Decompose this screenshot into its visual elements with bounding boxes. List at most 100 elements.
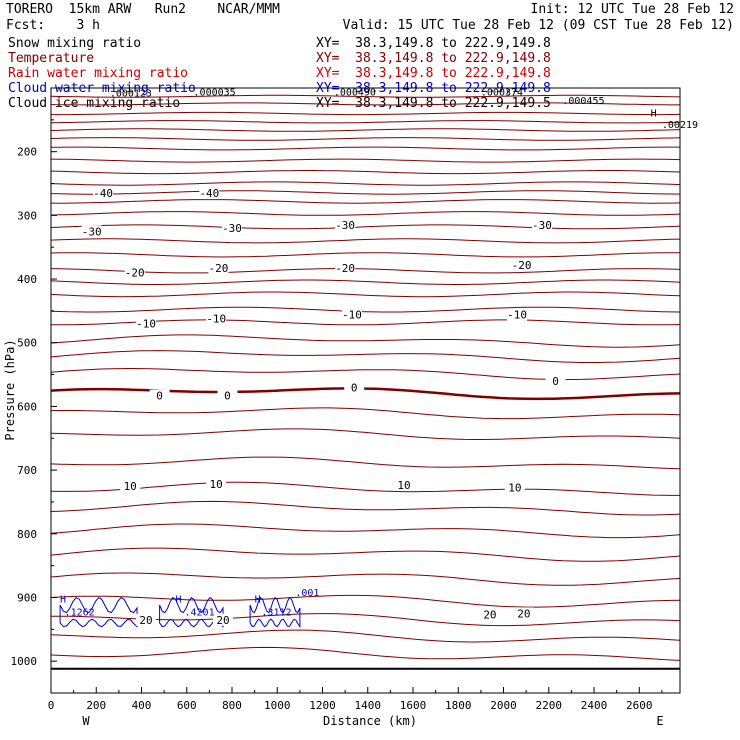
legend-label-rain: Rain water mixing ratio — [8, 66, 189, 81]
temperature-label: 0 — [156, 390, 163, 403]
isotherm — [50, 334, 681, 348]
isotherm — [50, 456, 681, 470]
legend-xy-temperature: XY= 38.3,149.8 to 222.9,149.8 — [316, 51, 551, 66]
label-mask — [212, 613, 233, 626]
cloud-water-contour — [249, 596, 301, 629]
label-mask — [504, 481, 525, 494]
label-mask — [222, 222, 243, 235]
isotherm — [50, 146, 680, 151]
temperature-label: -30 — [335, 219, 355, 232]
x-tick-label: 1400 — [355, 699, 382, 712]
isotherm-freezing — [50, 387, 681, 401]
x-axis-label: Distance (km) — [323, 714, 417, 728]
x-tick-label: 200 — [86, 699, 106, 712]
legend-xy-snow: XY= 38.3,149.8 to 222.9,149.8 — [316, 36, 551, 51]
extremum-label: H — [60, 595, 66, 606]
isotherm — [50, 306, 681, 313]
temperature-label: -10 — [206, 313, 226, 326]
y-tick-label: 800 — [17, 528, 37, 541]
label-mask — [507, 308, 528, 321]
label-mask — [479, 608, 500, 621]
label-mask — [206, 312, 227, 325]
label-mask — [199, 187, 220, 200]
temperature-label: 10 — [397, 479, 410, 492]
extremum-label: .001 — [295, 588, 319, 599]
isotherm — [51, 111, 681, 116]
temperature-label: 10 — [124, 480, 137, 493]
y-tick-label: 200 — [17, 146, 37, 159]
extremum-label: .1262 — [65, 607, 95, 618]
temperature-label: -20 — [512, 259, 532, 272]
x-tick-label: 2600 — [626, 699, 653, 712]
isotherm — [50, 94, 681, 98]
label-mask — [208, 262, 229, 275]
isotherm — [50, 102, 680, 106]
temperature-label: 10 — [210, 478, 223, 491]
plot-frame — [50, 87, 681, 694]
label-mask — [335, 262, 356, 275]
y-tick-label: 500 — [17, 337, 37, 350]
forecast-hour: Fcst: 3 h — [6, 18, 100, 33]
temperature-label: 0 — [552, 375, 559, 388]
isotherm — [50, 238, 681, 244]
isotherm — [50, 407, 681, 420]
contour-labels: -40 -40 -30 -30 -30 -30 -20 -20 -20 -20 -10 -10 -10 -… — [60, 88, 698, 627]
isotherm — [50, 158, 681, 163]
x-tick-label: 2000 — [490, 699, 517, 712]
isotherm — [50, 646, 681, 661]
extremum-label: .3112 — [261, 607, 291, 618]
temperature-label: -30 — [82, 225, 102, 238]
legend-xy-rain: XY= 38.3,149.8 to 222.9,149.8 — [316, 66, 551, 81]
isotherm — [50, 547, 681, 562]
label-mask — [149, 389, 170, 402]
legend-label-cloud-ice: Cloud ice mixing ratio — [8, 96, 181, 111]
temperature-label: -10 — [342, 309, 362, 322]
extremum-label: .4201 — [184, 607, 214, 618]
label-mask — [344, 381, 365, 394]
x-tick-label: 2400 — [581, 699, 608, 712]
west-label: W — [82, 714, 90, 728]
isotherm — [50, 523, 681, 539]
temperature-label: -40 — [93, 187, 113, 200]
y-tick-label: 600 — [17, 400, 37, 413]
temperature-label: 10 — [508, 481, 521, 494]
label-mask — [93, 187, 114, 200]
temperature-label: -30 — [532, 219, 552, 232]
x-tick-label: 2200 — [536, 699, 563, 712]
temperature-label: -20 — [208, 262, 228, 275]
model-title: TORERO 15km ARW Run2 NCAR/MMM — [6, 2, 280, 17]
label-mask — [545, 374, 566, 387]
temperature-label: -20 — [335, 262, 355, 275]
isotherm — [50, 190, 681, 195]
label-mask — [136, 613, 157, 626]
x-tick-label: 1000 — [264, 699, 291, 712]
temperature-label: 20 — [517, 607, 530, 620]
legend-label-temperature: Temperature — [8, 51, 95, 66]
label-mask — [335, 218, 356, 231]
label-mask — [124, 266, 145, 279]
isotherm — [50, 224, 681, 230]
temperature-label: -20 — [125, 267, 145, 280]
label-mask — [206, 478, 227, 491]
x-tick-label: 1200 — [309, 699, 336, 712]
label-mask — [511, 259, 532, 272]
isotherm — [50, 199, 681, 204]
isotherm — [50, 350, 681, 363]
extremum-label: .000455 — [562, 96, 604, 107]
y-tick-label: 1000 — [11, 655, 38, 668]
label-mask — [341, 308, 362, 321]
extremum-label: H — [255, 595, 261, 606]
label-mask — [81, 225, 102, 238]
isotherm — [50, 120, 681, 124]
extremum-label: .000374 — [481, 88, 523, 99]
label-mask — [217, 389, 238, 402]
cloud-water-contour — [59, 596, 138, 628]
x-tick-label: 0 — [48, 699, 55, 712]
y-tick-label: 300 — [17, 209, 37, 222]
temperature-label: 20 — [139, 614, 152, 627]
cloud-water-contours — [59, 596, 301, 629]
legend-xy-cloud-ice: XY= 38.3,149.8 to 222.9,149.5 — [316, 96, 551, 111]
temperature-label: -40 — [199, 187, 219, 200]
x-tick-label: 600 — [177, 699, 197, 712]
